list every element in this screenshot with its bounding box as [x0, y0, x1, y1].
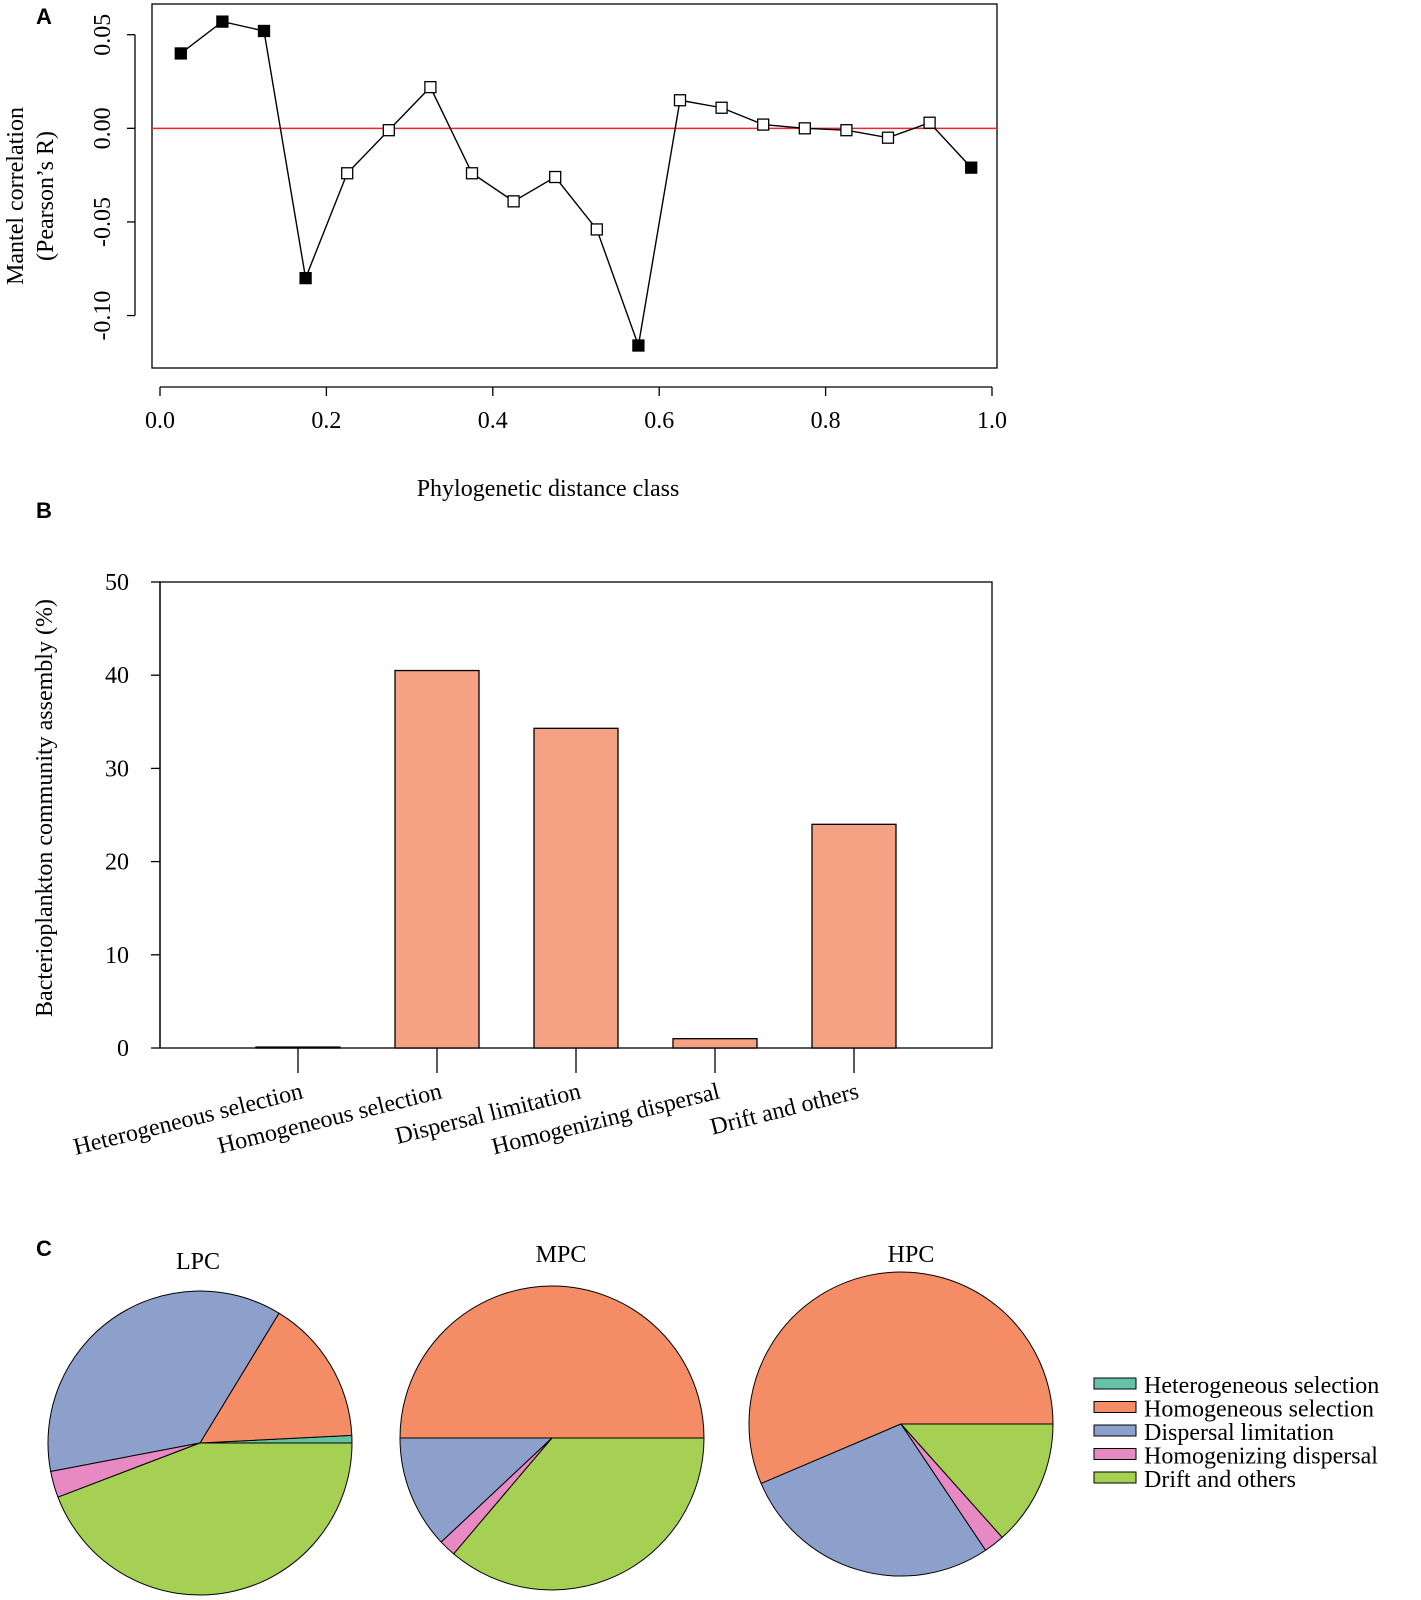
slice-drift-and-others	[57, 1442, 353, 1596]
y-axis-title-b: Bacterioplankton community assembly (%)	[32, 599, 58, 1017]
point-nonsignificant	[465, 167, 479, 180]
y-axis-b: 0 10 20 30 40 50	[105, 570, 161, 1062]
point-significant	[299, 271, 312, 285]
slice-drift-and-others	[452, 1437, 705, 1591]
category-label: Drift and others	[708, 1079, 862, 1141]
y-tick-label-b: 0	[117, 1036, 129, 1062]
point-nonsignificant	[757, 118, 770, 131]
panel-label-a: A	[36, 4, 52, 29]
y-axis-a: -0.10 -0.05 0.00 0.05	[90, 14, 136, 341]
slice-dispersal-limitation	[760, 1423, 987, 1577]
x-tick-label-a: 0.8	[811, 408, 841, 434]
y-tick-label-b: 20	[105, 850, 129, 876]
y-tick-label-b: 10	[105, 943, 129, 969]
y-tick-label-b: 50	[105, 570, 129, 596]
pie-hpc: HPC	[748, 1242, 1054, 1577]
x-tick-label-a: 1.0	[977, 408, 1007, 434]
y-tick-label-b: 40	[105, 663, 129, 689]
slice-dispersal-limitation	[399, 1437, 554, 1543]
point-nonsignificant	[590, 223, 603, 236]
pie-title: MPC	[536, 1242, 587, 1268]
legend-label: Homogenizing dispersal	[1144, 1444, 1378, 1470]
slice-homogeneous-selection	[399, 1285, 705, 1439]
legend-swatch	[1093, 1448, 1137, 1460]
mantel-points	[174, 15, 978, 352]
legend-swatch	[1093, 1401, 1137, 1413]
point-nonsignificant	[424, 80, 437, 94]
x-tick-label-a: 0.4	[478, 408, 508, 434]
point-nonsignificant	[673, 94, 687, 107]
legend-label: Heterogeneous selection	[1144, 1373, 1379, 1399]
legend-swatch	[1093, 1424, 1137, 1437]
legend-swatch	[1093, 1471, 1137, 1484]
bar-drift-and-others	[811, 823, 897, 1049]
assembly-bars	[255, 669, 897, 1049]
y-tick-label-a: -0.10	[90, 291, 116, 341]
point-significant	[216, 15, 229, 28]
x-axis-a: 0.0 0.2 0.4 0.6 0.8 1.0	[145, 386, 1007, 434]
y-axis-title-a-line1: Mantel correlation	[3, 107, 29, 285]
y-tick-label-a: 0.00	[90, 107, 116, 149]
y-axis-title-a-line2: (Pearson’s R)	[33, 131, 59, 261]
x-axis-title-a: Phylogenetic distance class	[417, 476, 680, 502]
point-significant	[965, 161, 978, 174]
point-nonsignificant	[341, 167, 354, 180]
panel-label-c: C	[36, 1236, 52, 1261]
point-nonsignificant	[840, 124, 853, 137]
bar-homogenizing-dispersal	[672, 1038, 758, 1049]
pie-title: LPC	[176, 1249, 220, 1275]
point-nonsignificant	[382, 124, 395, 137]
assembly-pie-charts: LPC MPC HPC Heterogeneous selectionHomogen…	[47, 1242, 1379, 1596]
pie-title: HPC	[888, 1242, 935, 1268]
point-nonsignificant	[715, 101, 728, 114]
pie-mpc: MPC	[399, 1242, 705, 1591]
point-nonsignificant	[507, 195, 520, 208]
legend-label: Homogeneous selection	[1144, 1397, 1374, 1423]
mantel-correlogram: 0.0 0.2 0.4 0.6 0.8 1.0 -0.10 -0.05 0.00 0.05 Ph…	[3, 3, 1007, 502]
assembly-bar-chart: 0 10 20 30 40 50 Heterogeneous selectionHomog…	[32, 570, 993, 1161]
bar-dispersal-limitation	[533, 727, 619, 1049]
point-nonsignificant	[881, 131, 895, 144]
y-tick-label-a: 0.05	[90, 14, 116, 56]
slice-homogeneous-selection	[199, 1312, 353, 1444]
x-tick-label-a: 0.2	[311, 408, 341, 434]
mantel-series-line	[180, 20, 972, 349]
point-significant	[174, 47, 187, 60]
bar-homogeneous-selection	[394, 669, 480, 1049]
y-tick-label-b: 30	[105, 756, 129, 782]
slice-homogeneous-selection	[748, 1271, 1054, 1485]
bar-heterogeneous-selection	[255, 1046, 341, 1049]
legend-label: Drift and others	[1144, 1467, 1296, 1493]
point-nonsignificant	[798, 122, 811, 135]
panel-label-b: B	[36, 498, 52, 523]
point-nonsignificant	[923, 116, 936, 129]
x-tick-label-a: 0.0	[145, 408, 175, 434]
slice-dispersal-limitation	[47, 1290, 280, 1473]
legend-swatch	[1093, 1377, 1137, 1390]
x-tick-label-a: 0.6	[644, 408, 674, 434]
plot-frame-a	[151, 3, 998, 369]
point-nonsignificant	[549, 170, 562, 184]
pie-lpc: LPC	[47, 1249, 353, 1596]
point-significant	[257, 24, 271, 38]
slice-drift-and-others	[899, 1423, 1054, 1539]
point-significant	[632, 339, 645, 352]
pies: LPC MPC HPC	[47, 1242, 1054, 1596]
legend-label: Dispersal limitation	[1144, 1420, 1334, 1446]
y-tick-label-a: -0.05	[90, 197, 116, 247]
